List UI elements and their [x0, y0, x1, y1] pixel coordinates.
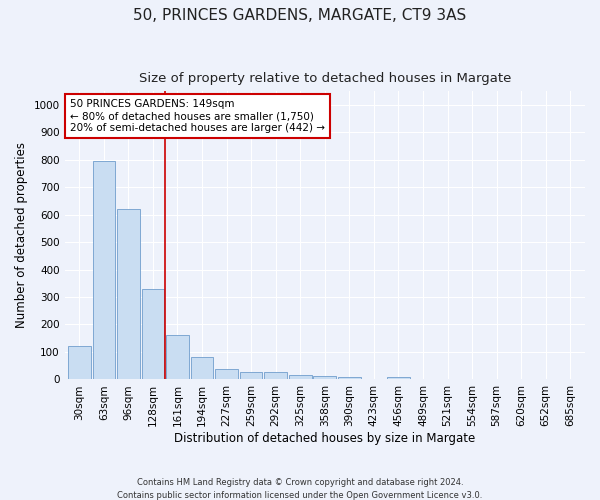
Bar [191, 357, 214, 380]
Bar [313, 376, 336, 380]
Title: Size of property relative to detached houses in Margate: Size of property relative to detached ho… [139, 72, 511, 86]
X-axis label: Distribution of detached houses by size in Margate: Distribution of detached houses by size … [174, 432, 475, 445]
Bar [215, 370, 238, 380]
Bar [117, 210, 140, 380]
Bar [240, 372, 262, 380]
Y-axis label: Number of detached properties: Number of detached properties [15, 142, 28, 328]
Text: 50 PRINCES GARDENS: 149sqm
← 80% of detached houses are smaller (1,750)
20% of s: 50 PRINCES GARDENS: 149sqm ← 80% of deta… [70, 100, 325, 132]
Bar [265, 372, 287, 380]
Bar [338, 377, 361, 380]
Bar [142, 288, 164, 380]
Bar [68, 346, 91, 380]
Bar [166, 336, 189, 380]
Text: Contains HM Land Registry data © Crown copyright and database right 2024.
Contai: Contains HM Land Registry data © Crown c… [118, 478, 482, 500]
Bar [387, 378, 410, 380]
Text: 50, PRINCES GARDENS, MARGATE, CT9 3AS: 50, PRINCES GARDENS, MARGATE, CT9 3AS [133, 8, 467, 22]
Bar [289, 374, 311, 380]
Bar [92, 162, 115, 380]
